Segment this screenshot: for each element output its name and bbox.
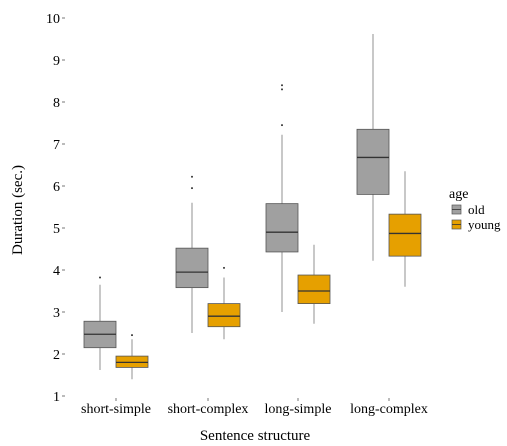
y-axis: 1 2 3 4 5 6 7 8 9 10 bbox=[46, 12, 65, 405]
outlier-point bbox=[223, 266, 225, 269]
box-young-long-complex bbox=[388, 171, 422, 287]
box-old-long-complex bbox=[356, 33, 390, 261]
box-old-long-simple bbox=[265, 84, 299, 312]
outlier-point bbox=[99, 276, 101, 279]
outlier-point bbox=[191, 187, 193, 190]
x-tick-label-short-simple: short-simple bbox=[81, 402, 151, 417]
y-tick-label: 4 bbox=[53, 264, 60, 279]
y-tick-label: 5 bbox=[53, 222, 60, 237]
box-young-short-simple bbox=[115, 334, 149, 380]
outlier-point bbox=[131, 334, 133, 337]
y-tick-label: 3 bbox=[53, 306, 60, 321]
legend-title: age bbox=[449, 187, 468, 202]
box-young-long-simple bbox=[297, 244, 331, 324]
y-tick-label: 6 bbox=[53, 180, 60, 195]
box-iqr bbox=[265, 203, 299, 253]
y-tick-label: 2 bbox=[53, 348, 60, 363]
outlier-point bbox=[281, 88, 283, 91]
box-iqr bbox=[297, 274, 331, 305]
box-iqr bbox=[388, 213, 422, 257]
box-iqr bbox=[175, 247, 209, 289]
box-old-short-simple bbox=[83, 276, 117, 370]
outlier-point bbox=[281, 124, 283, 127]
y-tick-label: 8 bbox=[53, 96, 60, 111]
box-series bbox=[83, 33, 422, 380]
x-tick-label-long-simple: long-simple bbox=[265, 402, 332, 417]
legend-label-old: old bbox=[468, 202, 485, 217]
y-tick-label: 7 bbox=[53, 138, 60, 153]
y-tick-label: 1 bbox=[53, 390, 60, 405]
y-tick-label: 10 bbox=[46, 12, 60, 27]
legend-label-young: young bbox=[468, 217, 501, 232]
x-tick-label-long-complex: long-complex bbox=[350, 402, 428, 417]
outlier-point bbox=[281, 84, 283, 87]
box-iqr bbox=[356, 128, 390, 195]
x-axis-title: Sentence structure bbox=[200, 428, 311, 444]
outlier-point bbox=[191, 175, 193, 178]
box-old-short-complex bbox=[175, 175, 209, 333]
x-tick-label-short-complex: short-complex bbox=[168, 402, 249, 417]
y-axis-title: Duration (sec.) bbox=[10, 165, 26, 255]
x-axis: short-simple short-complex long-simple long… bbox=[81, 398, 428, 417]
y-tick-label: 9 bbox=[53, 54, 60, 69]
box-iqr bbox=[207, 303, 241, 328]
box-young-short-complex bbox=[207, 266, 241, 340]
